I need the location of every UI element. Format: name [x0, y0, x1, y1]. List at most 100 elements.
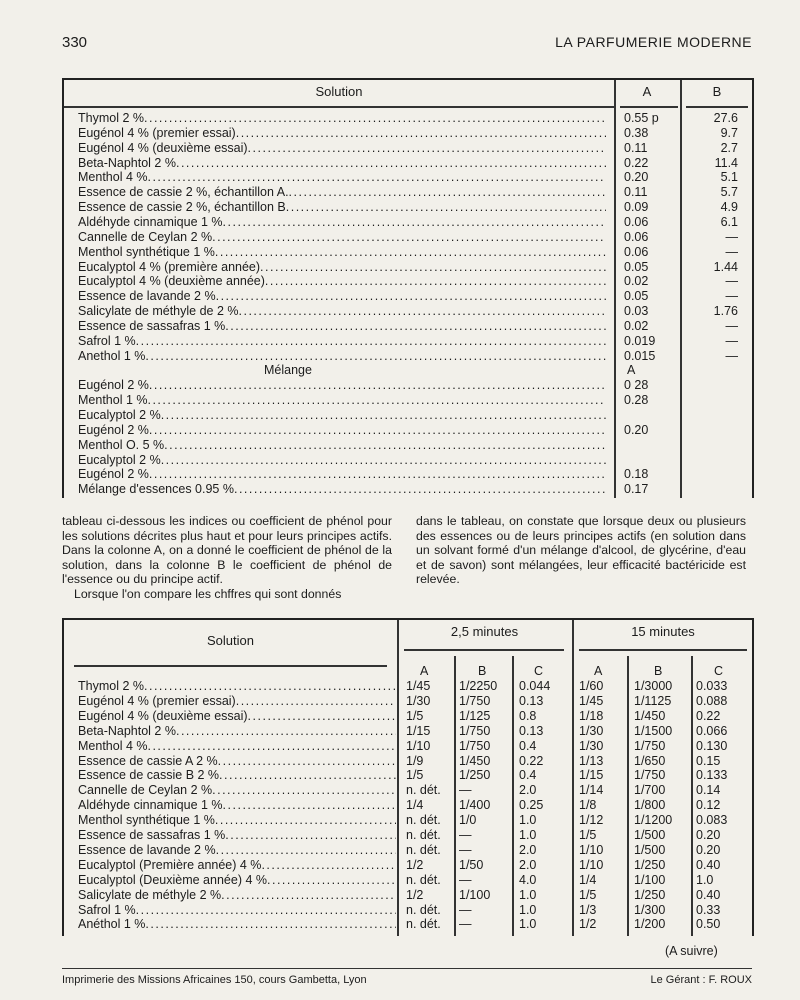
value-a2: 1/14: [579, 783, 604, 798]
value-b: 27.6: [713, 111, 738, 125]
value-c1: 0.044: [519, 679, 551, 693]
value-a2: 1/45: [579, 693, 604, 708]
value-b1: 1/250: [459, 768, 491, 783]
table-row: Beta-Naphtol 2 % 1/15 1/750 0.13 1/30 1/1500 0…: [64, 724, 752, 739]
value-b1: 1/450: [459, 753, 491, 768]
value-a: 0.20: [624, 170, 649, 185]
value-b: 5.1: [720, 170, 738, 185]
row-label: Essence de lavande 2 %: [78, 289, 606, 304]
table-row: Eugénol 4 % (deuxième essai) 0.11 2.7: [64, 141, 752, 156]
paragraph-left: tableau ci-dessous les indices ou coeffi…: [62, 514, 392, 587]
table-row: Menthol O. 5 %: [64, 438, 752, 453]
dot-leader: [219, 768, 396, 783]
value-b2: 1/750: [634, 738, 666, 753]
printer-credit: Imprimerie des Missions Africaines 150, …: [62, 974, 367, 986]
value-c1: 0.4: [519, 768, 537, 783]
header-2-5-minutes: 2,5 minutes: [450, 624, 519, 639]
header-solution: Solution: [315, 84, 363, 99]
header-b: B: [478, 664, 487, 678]
value-c1: 2.0: [519, 842, 537, 857]
row-label: Eugénol 2 %: [78, 378, 606, 393]
value-c2: 0.22: [696, 708, 721, 723]
value-c2: 0.20: [696, 828, 721, 842]
mix-a-label: A: [627, 363, 636, 378]
row-label-text: Menthol 1 %: [78, 393, 148, 408]
value-a1: n. dét.: [406, 813, 441, 828]
value-b2: 1/500: [634, 842, 666, 857]
table-row: Eugénol 2 % 0.18: [64, 467, 752, 482]
row-label: Essence de cassie B 2 %: [78, 768, 396, 783]
value-b1: 1/100: [459, 887, 491, 902]
page-number: 330: [62, 34, 88, 51]
value-b: —: [725, 274, 739, 289]
row-label-text: Eugénol 2 %: [78, 378, 149, 393]
row-label-text: Salicylate de méthyle 2 %: [78, 887, 222, 902]
row-label: Safrol 1 %: [78, 334, 606, 349]
value-a1: 1/30: [406, 693, 431, 708]
row-label: Cannelle de Ceylan 2 %: [78, 783, 396, 798]
value-b: 2.7: [720, 140, 738, 155]
value-a1: n. dét.: [406, 872, 441, 887]
row-label: Eucalyptol 2 %: [78, 453, 606, 468]
table-row: Menthol 4 % 0.20 5.1: [64, 170, 752, 185]
value-c1: 0.22: [519, 753, 544, 768]
dot-leader: [234, 482, 606, 497]
value-c1: 1.0: [519, 828, 537, 842]
value-b2: 1/450: [634, 708, 666, 723]
row-label: Cannelle de Ceylan 2 %: [78, 230, 606, 245]
row-label: Menthol 1 %: [78, 393, 606, 408]
value-b2: 1/100: [634, 872, 666, 887]
value-a: 0.015: [624, 348, 656, 363]
table-row: Menthol synthétique 1 % 0.06 —: [64, 245, 752, 260]
table-row: Cannelle de Ceylan 2 % n. dét. — 2.0 1/14 1/7…: [64, 783, 752, 798]
value-b: —: [725, 333, 739, 348]
value-a: 0.06: [624, 244, 649, 259]
row-label: Anéthol 1 %: [78, 917, 396, 932]
table-row: Salicylate de méthyle de 2 % 0.03 1.76: [64, 304, 752, 319]
header-a: A: [420, 664, 429, 678]
table-row: Essence de sassafras 1 % 0.02 —: [64, 319, 752, 334]
value-c2: 0.12: [696, 798, 721, 813]
dot-leader: [236, 126, 606, 141]
row-label-text: Aldéhyde cinnamique 1 %: [78, 798, 223, 813]
value-b: —: [725, 289, 739, 304]
value-c2: 0.14: [696, 783, 721, 798]
table-row: Eugénol 2 % 0.20: [64, 423, 752, 438]
row-label: Eugénol 2 %: [78, 467, 606, 482]
value-a: 0.09: [624, 200, 649, 215]
row-label-text: Eugénol 4 % (premier essai): [78, 125, 236, 140]
row-label-text: Anéthol 1 %: [78, 917, 146, 932]
value-a: 0.20: [624, 422, 649, 437]
dot-leader: [216, 289, 606, 304]
value-c2: 0.066: [696, 723, 728, 738]
row-label: Mélange d'essences 0.95 %: [78, 482, 606, 497]
table-row: Eugénol 4 % (deuxième essai) 1/5 1/125 0.8 1…: [64, 709, 752, 724]
value-a: 0.03: [624, 304, 649, 319]
row-label-text: Eucalyptol 4 % (deuxième année): [78, 274, 265, 289]
row-label-text: Salicylate de méthyle de 2 %: [78, 304, 239, 319]
value-a: 0.55 p: [624, 111, 659, 125]
value-a1: 1/9: [406, 753, 424, 768]
value-b2: 1/3000: [634, 679, 673, 693]
row-label-text: Essence de cassie 2 %, échantillon B: [78, 200, 286, 215]
header-c: C: [534, 664, 544, 678]
dot-leader: [267, 873, 396, 888]
row-label: Essence de cassie 2 %, échantillon B: [78, 200, 606, 215]
value-a2: 1/12: [579, 813, 604, 828]
value-a: 0.06: [624, 229, 649, 244]
row-label-text: Eugénol 2 %: [78, 467, 149, 482]
dot-leader: [265, 274, 606, 289]
dot-leader: [225, 828, 396, 843]
row-label-text: Menthol synthétique 1 %: [78, 244, 215, 259]
value-b: 1.76: [713, 304, 738, 319]
table-row: Mélange d'essences 0.95 % 0.17: [64, 482, 752, 497]
value-a1: n. dét.: [406, 842, 441, 857]
value-b2: 1/650: [634, 753, 666, 768]
row-label: Eugénol 4 % (deuxième essai): [78, 709, 396, 724]
dot-leader: [149, 378, 606, 393]
table-row: Thymol 2 % 0.55 p 27.6: [64, 111, 752, 126]
row-label-text: Eugénol 4 % (deuxième essai): [78, 708, 248, 723]
value-c1: 1.0: [519, 813, 537, 828]
row-label: Eucalyptol (Première année) 4 %: [78, 858, 396, 873]
